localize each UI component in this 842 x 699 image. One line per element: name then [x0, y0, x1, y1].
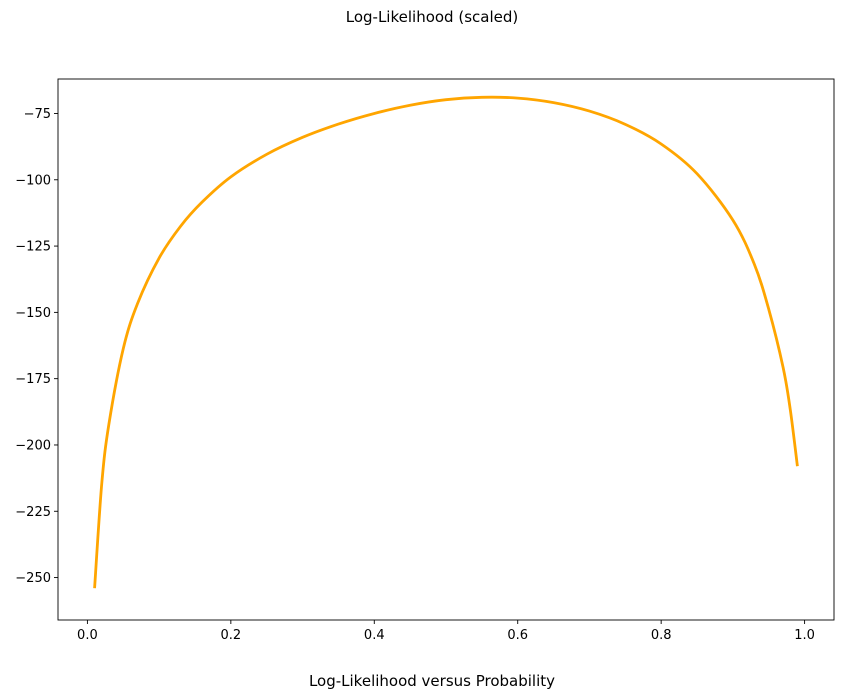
x-tick-label: 1.0: [794, 628, 815, 643]
x-tick-label: 0.8: [651, 628, 672, 643]
series-line: [93, 95, 799, 589]
plot-frame: [57, 78, 835, 621]
y-tick-label: −200: [15, 438, 51, 453]
y-tick-label: −150: [15, 306, 51, 321]
y-tick-label: −225: [15, 505, 51, 520]
x-axis: 0.0 0.2 0.4 0.6 0.8 1.0: [77, 620, 815, 643]
y-tick-label: −125: [15, 240, 51, 255]
y-tick-label: −75: [24, 107, 51, 122]
series-layer: [93, 95, 799, 589]
x-tick-label: 0.6: [507, 628, 528, 643]
x-tick-label: 0.0: [77, 628, 98, 643]
y-tick-label: −100: [15, 173, 51, 188]
x-tick-label: 0.4: [364, 628, 385, 643]
x-tick-label: 0.2: [220, 628, 241, 643]
chart-title: Log-Likelihood (scaled): [346, 8, 518, 26]
y-axis: −75 −100 −125 −150 −175 −200 −225 −250: [15, 107, 58, 586]
y-tick-label: −175: [15, 372, 51, 387]
x-axis-label: Log-Likelihood versus Probability: [309, 672, 555, 690]
y-tick-label: −250: [15, 571, 51, 586]
